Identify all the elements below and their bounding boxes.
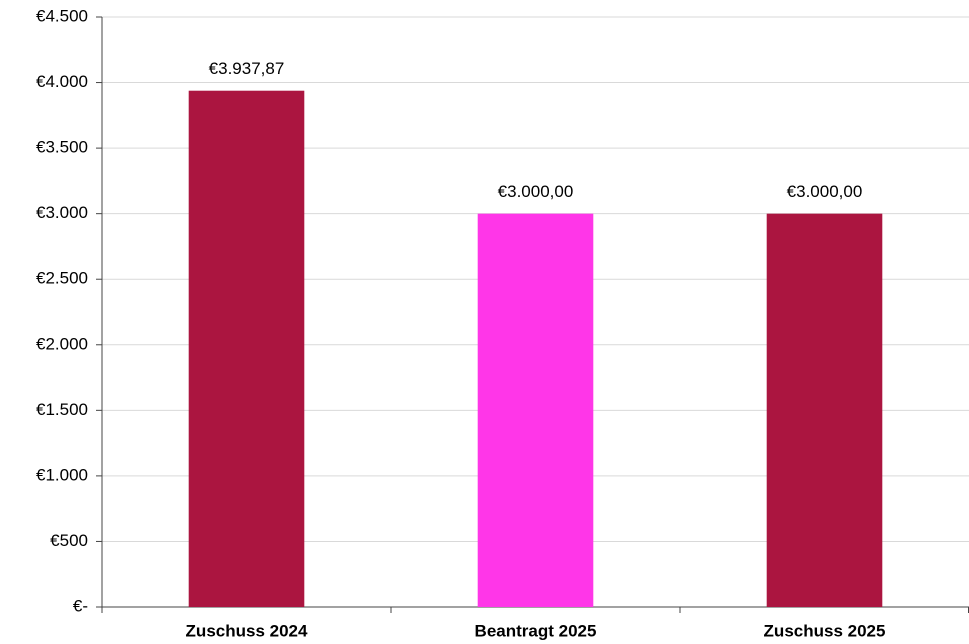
y-tick-label: €- bbox=[73, 596, 88, 615]
x-tick-label: Zuschuss 2024 bbox=[186, 621, 308, 640]
bar bbox=[766, 213, 883, 607]
y-tick-label: €3.000 bbox=[36, 203, 88, 222]
y-tick-label: €4.500 bbox=[36, 6, 88, 25]
y-tick-label: €4.000 bbox=[36, 72, 88, 91]
y-tick-label: €1.500 bbox=[36, 400, 88, 419]
bar bbox=[477, 213, 594, 607]
value-label: €3.000,00 bbox=[787, 182, 863, 201]
y-tick-label: €3.500 bbox=[36, 138, 88, 157]
x-tick-label: Beantragt 2025 bbox=[475, 621, 597, 640]
y-tick-label: €500 bbox=[50, 531, 88, 550]
value-label: €3.937,87 bbox=[209, 59, 285, 78]
y-tick-label: €2.000 bbox=[36, 334, 88, 353]
y-tick-label: €1.000 bbox=[36, 465, 88, 484]
value-label: €3.000,00 bbox=[498, 182, 574, 201]
y-tick-label: €2.500 bbox=[36, 269, 88, 288]
bar bbox=[188, 90, 305, 608]
x-tick-label: Zuschuss 2025 bbox=[764, 621, 886, 640]
